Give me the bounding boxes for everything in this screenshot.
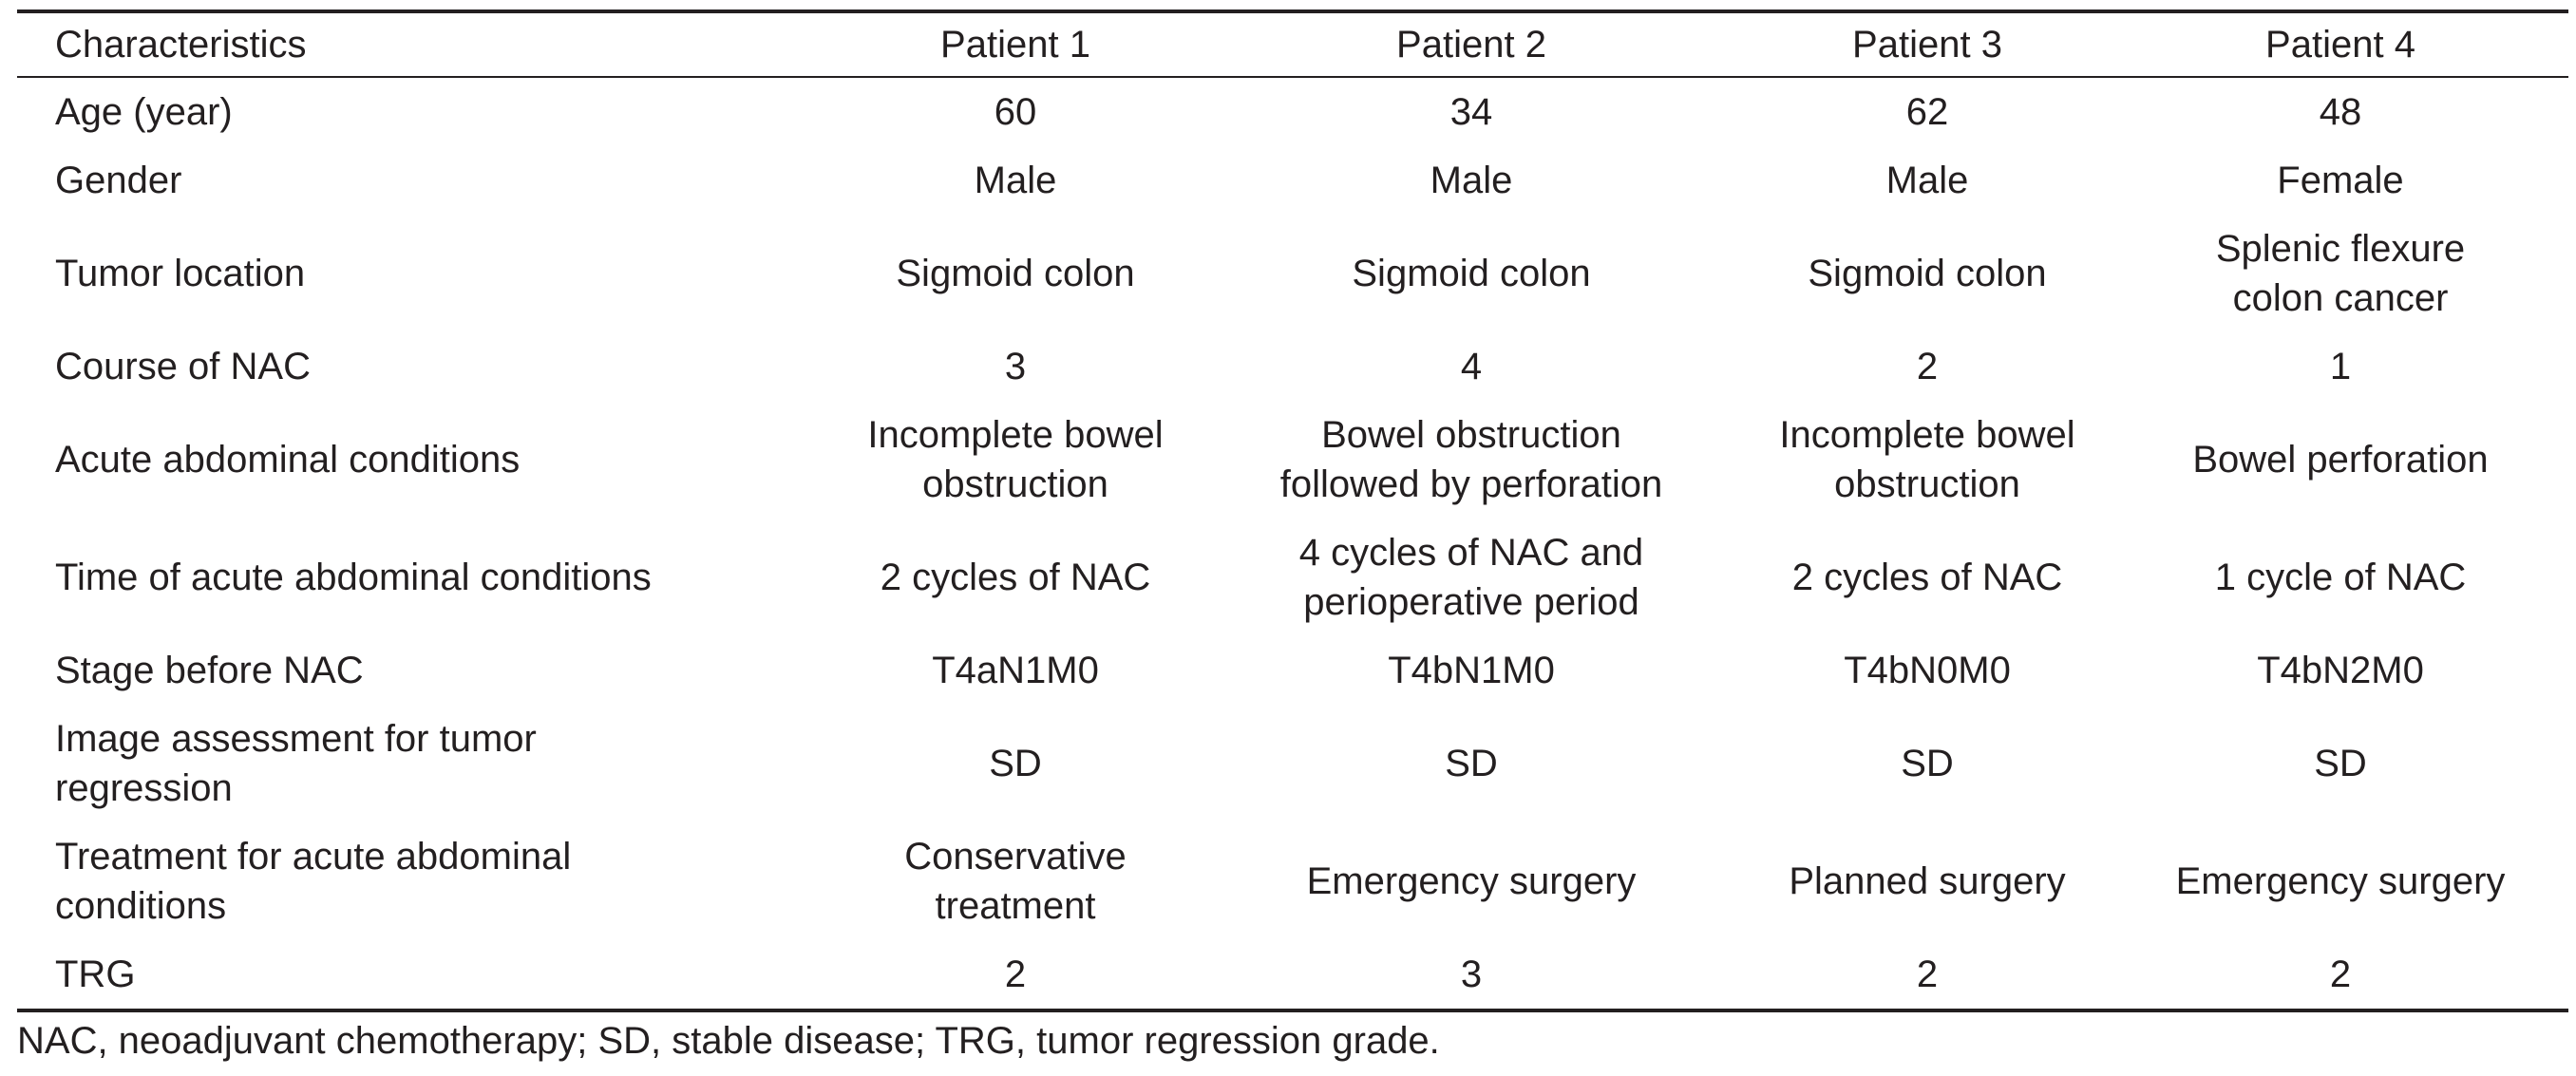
table-cell: Male [1885,160,1969,201]
table-cell: 3 [1460,953,1483,995]
table-cell: 2 cycles of NAC [880,557,1151,598]
table-cell: 2 cycles of NAC [1791,557,2063,598]
table-cell: SD [2314,743,2367,784]
cell-text: 4 cycles of NAC and perioperative period [1298,532,1644,623]
table-row: Tumor location Sigmoid colon Sigmoid col… [17,215,2568,332]
table-row: TRG 2 3 2 2 [17,940,2568,1010]
table-row: Time of acute abdominal conditions 2 cyc… [17,519,2568,636]
table-row: Gender Male Male Male Female [17,146,2568,215]
table-row: Image assessment for tumor regression SD… [17,705,2568,822]
row-label: Image assessment for tumor regression [17,705,830,822]
table-cell: T4bN1M0 [1388,650,1555,691]
patient-characteristics-table: Characteristics Patient 1 Patient 2 Pati… [17,9,2568,1012]
column-header-patient-3: Patient 3 [1852,24,2002,66]
table-cell: 2 [1004,953,1027,995]
table-cell: T4bN0M0 [1844,650,2011,691]
table-cell: Bowel obstruction followed by perforatio… [1201,401,1742,519]
table-cell: Planned surgery [1789,860,2066,902]
table-cell: 2 [1916,953,1939,995]
table-cell: Male [1430,160,1513,201]
table-cell: Bowel perforation [2192,439,2489,481]
column-header-patient-4: Patient 4 [2265,24,2415,66]
row-label: Tumor location [55,253,306,294]
cell-text: Bowel obstruction followed by perforatio… [1279,414,1663,505]
table-cell: Male [974,160,1057,201]
cell-text: Conservative treatment [904,836,1127,927]
table-cell: 34 [1449,91,1493,133]
row-label-text: Image assessment for tumor regression [55,718,537,809]
cell-text: Incomplete bowel obstruction [1779,414,2075,505]
row-label: Acute abdominal conditions [55,439,521,481]
table-cell: Conservative treatment [830,822,1201,940]
patient-characteristics-table-container: Characteristics Patient 1 Patient 2 Pati… [17,9,2568,1012]
table-cell: 48 [2319,91,2362,133]
cell-text: Splenic flexure colon cancer [2215,228,2466,319]
table-cell: 2 [1916,346,1939,387]
table-cell: Sigmoid colon [896,253,1135,294]
table-cell: Splenic flexure colon cancer [2112,215,2568,332]
table-row: Treatment for acute abdominal conditions… [17,822,2568,940]
column-header-patient-2: Patient 2 [1396,24,1546,66]
table-cell: Female [2277,160,2404,201]
table-row: Age (year) 60 34 62 48 [17,77,2568,146]
table-cell: SD [1445,743,1498,784]
row-label: Time of acute abdominal conditions [55,557,652,598]
table-row: Stage before NAC T4aN1M0 T4bN1M0 T4bN0M0… [17,636,2568,705]
column-header-characteristics: Characteristics [55,24,307,66]
table-cell: 4 [1460,346,1483,387]
row-label: Treatment for acute abdominal conditions [17,822,830,940]
table-cell: T4bN2M0 [2257,650,2424,691]
table-row: Acute abdominal conditions Incomplete bo… [17,401,2568,519]
table-cell: Incomplete bowel obstruction [1742,401,2112,519]
table-cell: 60 [994,91,1037,133]
table-cell: 1 cycle of NAC [2214,557,2467,598]
table-header-row: Characteristics Patient 1 Patient 2 Pati… [17,11,2568,77]
table-cell: 2 [2329,953,2352,995]
row-label: Course of NAC [55,346,311,387]
table-cell: Emergency surgery [2175,860,2506,902]
table-footnote: NAC, neoadjuvant chemotherapy; SD, stabl… [17,1020,1440,1062]
row-label: Gender [55,160,182,201]
row-label: Stage before NAC [55,650,364,691]
table-cell: Emergency surgery [1306,860,1637,902]
table-cell: SD [1901,743,1954,784]
table-cell: SD [989,743,1042,784]
column-header-patient-1: Patient 1 [940,24,1090,66]
table-cell: Sigmoid colon [1808,253,2047,294]
table-cell: 62 [1905,91,1949,133]
table-cell: T4aN1M0 [932,650,1099,691]
row-label: TRG [55,953,136,995]
table-cell: 1 [2329,346,2352,387]
row-label: Age (year) [55,91,233,133]
table-row: Course of NAC 3 4 2 1 [17,332,2568,401]
table-cell: 3 [1004,346,1027,387]
table-cell: Sigmoid colon [1352,253,1591,294]
table-cell: 4 cycles of NAC and perioperative period [1201,519,1742,636]
cell-text: Incomplete bowel obstruction [867,414,1164,505]
table-cell: Incomplete bowel obstruction [830,401,1201,519]
row-label-text: Treatment for acute abdominal conditions [55,836,572,927]
